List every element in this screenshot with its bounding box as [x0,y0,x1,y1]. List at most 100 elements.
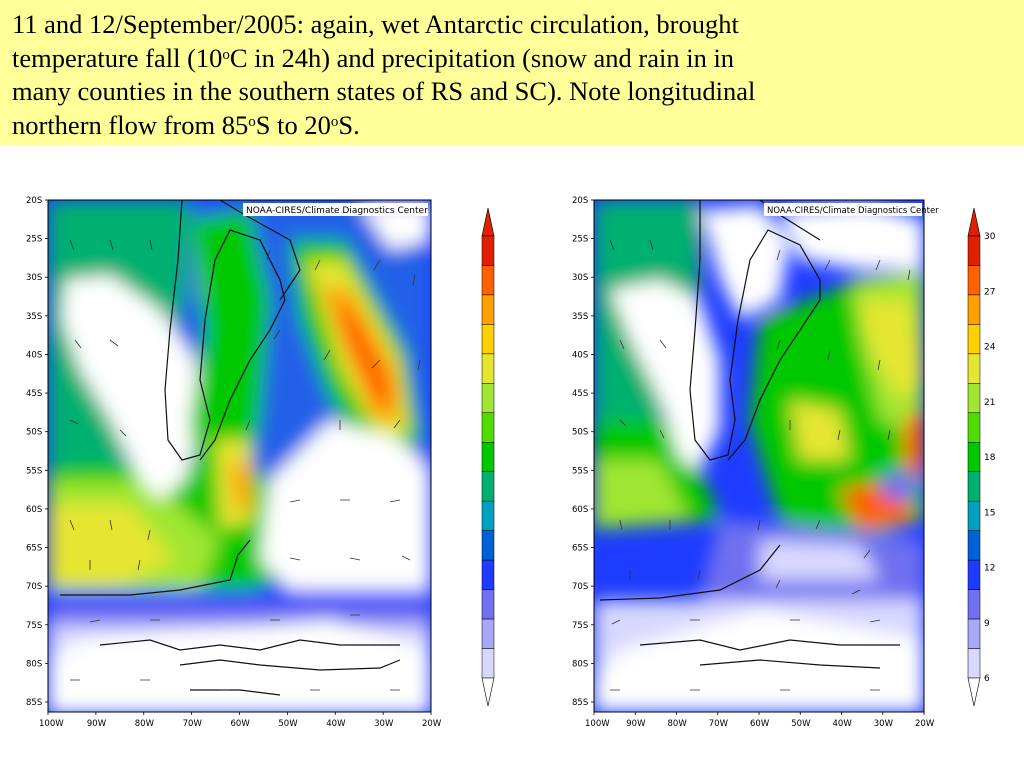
degree-sup: o [222,46,230,63]
colorbar-swatch [481,442,495,472]
colorbar-swatch [967,500,981,531]
colorbar-swatch [481,383,495,414]
lat-tick-label: 85S [26,698,42,708]
colorbar-swatch [967,648,981,679]
caption-line-3: many counties in the southern states of … [12,76,756,106]
map-credit-right: NOAA-CIRES/Climate Diagnostics Center [767,206,939,216]
lon-tick-label: 20W [422,719,442,729]
colorbar-swatch [967,530,981,561]
map-credit-left: NOAA-CIRES/Climate Diagnostics Center [246,206,428,216]
caption-line-1: 11 and 12/September/2005: again, wet Ant… [12,9,739,39]
lon-tick-label: 20W [915,719,935,729]
lon-tick-label: 30W [874,719,894,729]
caption-line-4a: northern flow from 85 [12,109,249,140]
colorbar-swatch [481,353,495,384]
lat-tick-label: 40S [26,350,42,360]
colorbar-swatch [481,648,495,679]
lon-tick-label: 90W [87,719,107,729]
colorbar-left [481,207,495,707]
map-right: NOAA-CIRES/Climate Diagnostics Center 20… [572,196,996,729]
lat-tick-label: 75S [26,621,42,631]
colorbar-swatch [967,471,981,502]
colorbar-label: 15 [984,508,995,518]
lat-tick-label: 70S [26,582,42,592]
colorbar-swatch [481,500,495,531]
lat-ticks-left: 20S 25S 30S 35S 40S 45S 50S 55S 60S 65S 70S 75S 80S 8… [26,196,48,708]
caption-line-4c: S. [338,109,360,140]
colorbar-swatch [967,618,981,649]
lat-tick-label: 50S [26,428,42,438]
lon-tick-label: 100W [39,719,64,729]
lon-tick-label: 60W [750,719,770,729]
lat-tick-label: 55S [26,466,42,476]
lon-tick-label: 50W [278,719,298,729]
lon-tick-label: 80W [135,719,155,729]
lon-tick-label: 30W [374,719,394,729]
wind-arrows-left [69,239,421,691]
colorbar-bottom-arrow [481,677,495,707]
colorbar-swatch [481,235,495,266]
lat-tick-label: 50S [572,428,588,438]
lat-tick-label: 60S [26,505,42,515]
colorbar-swatch [967,294,981,325]
lon-tick-label: 70W [183,719,203,729]
colorbar-label: 12 [984,564,995,574]
colorbar-swatch [967,265,981,296]
map-left: NOAA-CIRES/Climate Diagnostics Center 20… [26,196,495,729]
lat-tick-label: 45S [572,389,588,399]
lon-tick-label: 40W [833,719,853,729]
lat-tick-label: 65S [26,544,42,554]
colorbar-swatch [967,324,981,355]
lat-tick-label: 35S [572,312,588,322]
caption-line-2a: temperature fall (10 [12,42,223,73]
lat-tick-label: 40S [572,350,588,360]
degree-sup: o [248,113,256,130]
degree-sup: o [330,113,339,130]
colorbar-swatch [967,589,981,620]
wind-field-left [48,200,431,712]
lat-tick-label: 45S [26,389,42,399]
colorbar-label: 9 [984,619,990,629]
lon-ticks-right: 100W 90W 80W 70W 60W 50W 40W 30W 20W [585,712,935,729]
lat-tick-label: 35S [26,312,42,322]
colorbar-swatch [481,294,495,325]
colorbar-swatch [967,383,981,414]
colorbar-right: 30 27 24 21 18 15 12 9 6 [967,207,996,707]
colorbar-swatch [481,589,495,620]
wind-field-right [594,200,924,712]
colorbar-top-arrow [481,207,495,237]
colorbar-swatch [481,471,495,502]
lon-tick-label: 70W [709,719,729,729]
lat-ticks-right: 20S 25S 30S 35S 40S 45S 50S 55S 60S 65S 70S 75S 80S 8… [572,196,594,708]
lon-ticks-left: 100W 90W 80W 70W 60W 50W 40W 30W 20W [39,712,442,729]
lon-tick-label: 100W [585,719,610,729]
colorbar-label: 21 [984,398,995,408]
lat-tick-label: 70S [572,582,588,592]
colorbar-swatch [967,235,981,266]
lon-tick-label: 60W [231,719,251,729]
colorbar-swatch [481,530,495,561]
caption-line-2b: C in 24h) and precipitation (snow and ra… [229,42,735,73]
caption-box: 11 and 12/September/2005: again, wet Ant… [0,0,1024,145]
colorbar-bottom-arrow [967,677,981,707]
lat-tick-label: 30S [26,273,42,283]
colorbar-label: 27 [984,287,995,297]
lat-tick-label: 55S [572,466,588,476]
colorbar-label: 24 [984,343,996,353]
colorbar-swatch [967,412,981,443]
lat-tick-label: 20S [572,196,588,206]
caption-text: 11 and 12/September/2005: again, wet Ant… [12,8,1012,142]
lat-tick-label: 25S [26,235,42,245]
colorbar-label: 6 [984,674,990,684]
colorbar-top-arrow [967,207,981,237]
lat-tick-label: 20S [26,196,42,206]
colorbar-swatch [967,442,981,472]
colorbar-swatch [481,412,495,443]
colorbar-swatch [481,559,495,590]
lon-tick-label: 40W [326,719,346,729]
lat-tick-label: 25S [572,235,588,245]
lat-tick-label: 60S [572,505,588,515]
colorbar-swatch [967,559,981,590]
lat-tick-label: 75S [572,621,588,631]
lon-tick-label: 50W [791,719,811,729]
